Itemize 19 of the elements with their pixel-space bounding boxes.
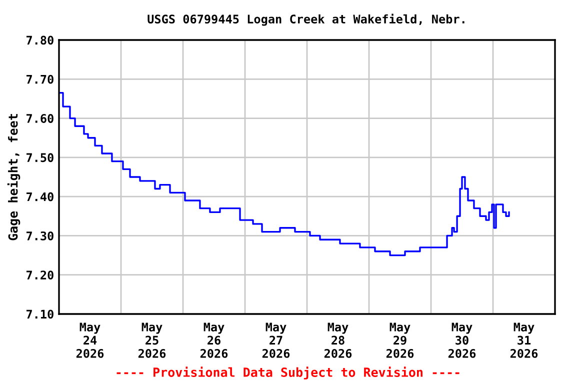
y-tick-label: 7.40 (26, 192, 54, 202)
y-tick-label: 7.60 (26, 114, 54, 123)
x-tick-label: May 24 2026 (76, 322, 104, 358)
y-tick-label: 7.20 (26, 270, 54, 280)
x-tick-label: May 25 2026 (138, 322, 166, 358)
x-tick-label: May 30 2026 (448, 322, 476, 358)
text: ---- Provisional Data Subject to Revision ---- (116, 366, 460, 380)
x-tick-label: May 28 2026 (324, 322, 352, 358)
y-tick-label: 7.50 (26, 153, 54, 162)
x-tick-label: May 29 2026 (386, 322, 414, 358)
y-tick-label: 7.10 (26, 310, 54, 319)
y-axis-title: Gage height, feet (7, 114, 20, 240)
y-tick-label: 7.30 (26, 231, 54, 240)
x-tick-label: May 31 2026 (510, 322, 538, 358)
x-tick-label: May 27 2026 (262, 322, 290, 358)
y-tick-label: 7.80 (26, 36, 54, 45)
y-tick-label: 7.70 (26, 74, 54, 84)
x-tick-label: May 26 2026 (200, 322, 228, 358)
chart-title: USGS 06799445 Logan Creek at Wakefield, Nebr. (148, 14, 464, 26)
